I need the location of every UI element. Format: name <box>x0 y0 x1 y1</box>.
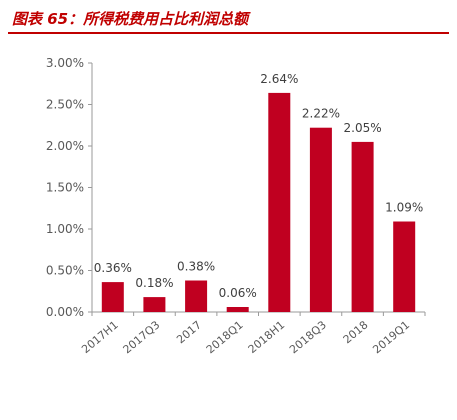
bar-2018 <box>351 141 374 312</box>
data-label-2017: 0.38% <box>177 260 215 274</box>
bar-2017 <box>185 280 208 312</box>
data-label-2017Q3: 0.18% <box>135 276 173 290</box>
category-label-2017H1: 2017H1 <box>79 318 120 356</box>
y-tick-label: 1.00% <box>46 222 84 236</box>
bar-2017Q3 <box>143 297 166 312</box>
bar-2019Q1 <box>393 221 416 312</box>
data-label-2018Q3: 2.22% <box>302 107 340 121</box>
y-tick-label: 0.50% <box>46 264 84 278</box>
data-label-2019Q1: 1.09% <box>385 201 423 215</box>
category-label-2019Q1: 2019Q1 <box>370 318 412 356</box>
chart-axes: 0.00% 0.50% 1.00% 1.50% 2.00% 2.50% 3.00% <box>46 56 426 319</box>
bar-2018Q3 <box>309 127 332 312</box>
y-tick-label: 2.50% <box>46 98 84 112</box>
bar-2018H1 <box>268 92 291 313</box>
data-label-2018H1: 2.64% <box>260 72 298 86</box>
chart-title: 图表 65：所得税费用占比利润总额 <box>12 10 249 28</box>
y-tick-label: 1.50% <box>46 181 84 195</box>
data-label-2018: 2.05% <box>344 121 382 135</box>
chart-bars <box>101 92 416 313</box>
category-label-2018Q1: 2018Q1 <box>204 318 246 356</box>
bar-2017H1 <box>101 282 124 312</box>
data-label-2018Q1: 0.06% <box>219 286 257 300</box>
category-label-2018Q3: 2018Q3 <box>287 318 329 356</box>
y-tick-label: 3.00% <box>46 56 84 70</box>
data-label-2017H1: 0.36% <box>94 261 132 275</box>
bar-2018Q1 <box>226 307 249 312</box>
category-label-2017: 2017 <box>174 318 204 346</box>
y-tick-label: 0.00% <box>46 305 84 319</box>
title-bar: 图表 65：所得税费用占比利润总额 <box>8 0 449 34</box>
category-label-2018H1: 2018H1 <box>246 318 287 356</box>
category-label-2018: 2018 <box>341 318 371 346</box>
category-label-2017Q3: 2017Q3 <box>121 318 163 356</box>
y-tick-label: 2.00% <box>46 139 84 153</box>
